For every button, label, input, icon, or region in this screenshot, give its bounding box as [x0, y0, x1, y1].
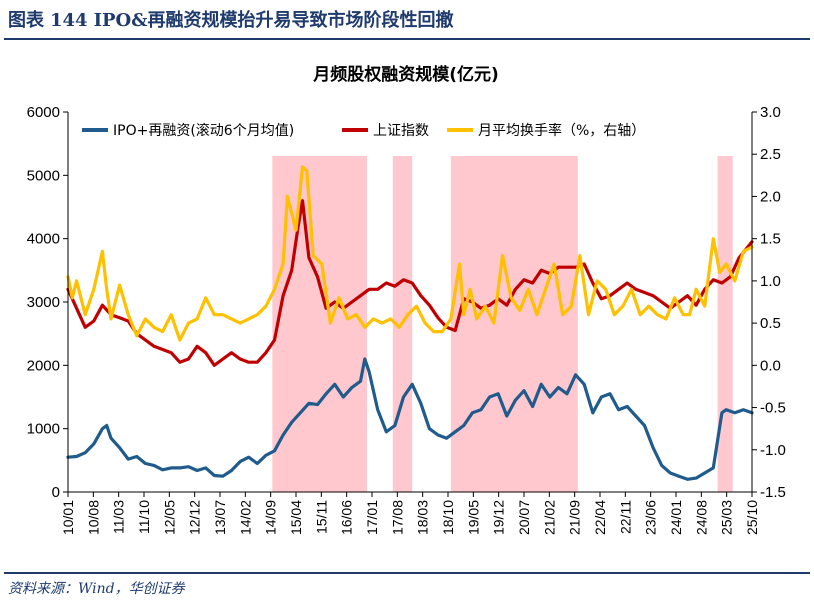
- x-tick-label: 16/06: [339, 500, 355, 535]
- left-tick-label: 4000: [27, 231, 60, 248]
- x-tick-label: 14/09: [263, 500, 279, 535]
- right-tick-label: 2.5: [760, 146, 781, 163]
- x-tick-label: 12/05: [161, 500, 177, 535]
- figure-label: 图表: [8, 10, 44, 31]
- figure-number: 144: [50, 10, 88, 31]
- legend: IPO+再融资(滚动6个月均值) 上证指数 月平均换手率（%，右轴）: [82, 122, 645, 139]
- series-line-sse: [66, 199, 754, 367]
- shaded-periods: [272, 156, 733, 492]
- x-tick-label: 21/09: [567, 500, 583, 535]
- x-tick-label: 13/07: [212, 500, 228, 535]
- x-tick-label: 12/12: [187, 500, 203, 535]
- x-tick-label: 11/03: [111, 500, 127, 534]
- axes: 6000 5000 4000 3000 2000 1000 0 3.0 2.5 2.0 1.5 1.0…: [27, 104, 786, 535]
- x-tick-label: 22/11: [617, 500, 633, 534]
- plot-lines: [66, 165, 754, 481]
- left-tick-label: 0: [52, 484, 60, 501]
- right-tick-label: 1.0: [760, 273, 781, 290]
- shaded-period-1: [272, 156, 367, 492]
- left-tick-label: 3000: [27, 294, 60, 311]
- left-tick-label: 2000: [27, 357, 60, 374]
- right-tick-label: 1.5: [760, 231, 781, 248]
- footer-rule: [4, 572, 810, 574]
- legend-label-turnover: 月平均换手率（%，右轴）: [478, 122, 645, 139]
- source-note: 资料来源：Wind，华创证券: [8, 581, 185, 597]
- x-tick-label: 25/03: [719, 500, 735, 535]
- x-tick-label: 19/12: [491, 500, 507, 535]
- x-tick-label: 25/10: [744, 500, 760, 535]
- series-line-ipo: [66, 357, 754, 481]
- x-tick-label: 15/04: [288, 500, 304, 535]
- x-tick-label: 24/01: [668, 500, 684, 535]
- shaded-period-3: [450, 156, 578, 492]
- x-tick-label: 19/05: [465, 500, 481, 535]
- figure-header: 图表 144 IPO&再融资规模抬升易导致市场阶段性回撤: [8, 6, 459, 32]
- right-tick-label: 2.0: [760, 188, 781, 205]
- figure-title: IPO&再融资规模抬升易导致市场阶段性回撤: [93, 10, 454, 31]
- x-tick-label: 17/01: [364, 500, 380, 535]
- legend-label-sse: 上证指数: [373, 123, 429, 139]
- right-tick-label: -1.0: [760, 442, 786, 459]
- x-tick-label: 23/06: [643, 500, 659, 535]
- x-tick-label: 14/02: [237, 500, 253, 535]
- chart-title: 月频股权融资规模(亿元): [312, 64, 499, 85]
- x-tick-label: 18/10: [440, 500, 456, 535]
- left-tick-label: 6000: [27, 104, 60, 121]
- x-tick-label: 10/08: [85, 500, 101, 535]
- right-tick-label: -0.5: [760, 400, 786, 417]
- left-tick-label: 5000: [27, 167, 60, 184]
- right-tick-label: 0.0: [760, 357, 781, 374]
- right-tick-label: 0.5: [760, 315, 781, 332]
- left-tick-label: 1000: [27, 421, 60, 438]
- x-tick-label: 24/08: [693, 500, 709, 535]
- x-tick-label: 22/04: [592, 500, 608, 535]
- x-tick-label: 15/11: [313, 500, 329, 534]
- x-tick-label: 18/03: [415, 500, 431, 535]
- series-line-turnover: [66, 165, 754, 342]
- header-rule: [4, 38, 810, 40]
- x-tick-label: 20/07: [516, 500, 532, 535]
- right-tick-label: 3.0: [760, 104, 781, 121]
- x-tick-label: 21/02: [541, 500, 557, 535]
- legend-label-ipo: IPO+再融资(滚动6个月均值): [113, 122, 294, 139]
- right-tick-label: -1.5: [760, 484, 786, 501]
- shaded-period-4: [717, 156, 733, 492]
- x-tick-label: 17/08: [389, 500, 405, 535]
- x-tick-label: 11/10: [136, 500, 152, 534]
- x-tick-label: 10/01: [60, 500, 76, 535]
